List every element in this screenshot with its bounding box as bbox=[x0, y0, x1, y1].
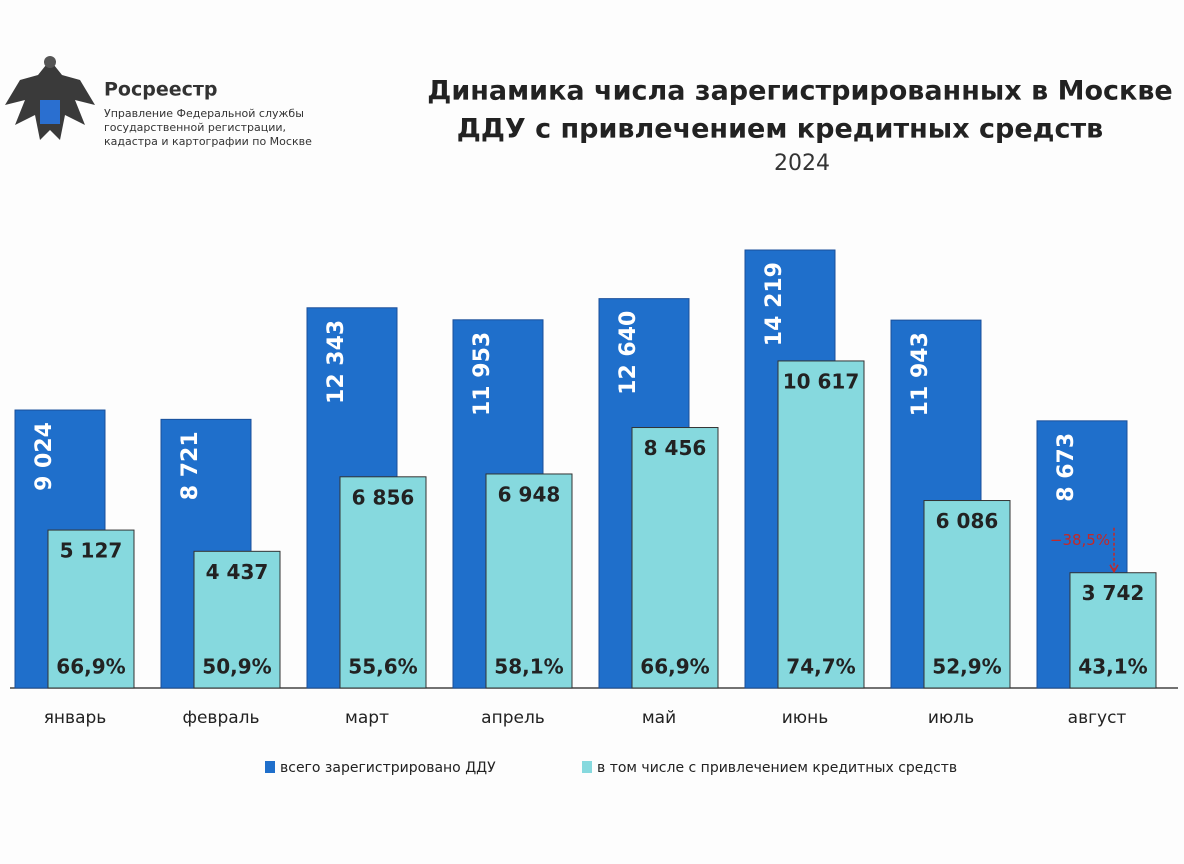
x-tick-label: июль bbox=[928, 708, 974, 728]
value-label: 6 856 bbox=[352, 485, 415, 509]
annotation-arrowhead bbox=[1109, 564, 1119, 574]
value-label: 3 742 bbox=[1082, 581, 1145, 605]
bar bbox=[47, 529, 135, 689]
org-subtitle: Управление Федеральной службы bbox=[104, 107, 304, 120]
x-tick-label: февраль bbox=[182, 708, 259, 728]
share-label: 66,9% bbox=[640, 655, 709, 679]
x-tick-label: август bbox=[1068, 708, 1127, 728]
value-label: 11 953 bbox=[470, 332, 495, 416]
x-tick-label: май bbox=[642, 708, 676, 728]
x-tick-label: январь bbox=[44, 708, 107, 728]
value-label: 8 456 bbox=[644, 436, 707, 460]
share-label: 66,9% bbox=[56, 655, 125, 679]
org-subtitle: государственной регистрации, bbox=[104, 121, 286, 134]
value-label: 8 721 bbox=[178, 431, 203, 500]
bar bbox=[923, 500, 1011, 689]
x-tick-label: апрель bbox=[481, 708, 545, 728]
share-label: 55,6% bbox=[348, 655, 417, 679]
chart-subtitle: 2024 bbox=[774, 151, 830, 176]
x-tick-label: март bbox=[345, 708, 389, 728]
share-label: 74,7% bbox=[786, 655, 855, 679]
legend-swatch bbox=[265, 761, 275, 773]
bar bbox=[1069, 572, 1157, 689]
share-label: 50,9% bbox=[202, 655, 271, 679]
value-label: 14 219 bbox=[762, 262, 787, 346]
logo bbox=[5, 56, 95, 140]
value-label: 4 437 bbox=[206, 560, 269, 584]
value-label: 5 127 bbox=[60, 539, 123, 563]
legend-swatch bbox=[582, 761, 592, 773]
chart-title: ДДУ с привлечением кредитных средств bbox=[457, 114, 1103, 145]
value-label: 12 343 bbox=[324, 320, 349, 404]
legend-label: всего зарегистрировано ДДУ bbox=[280, 760, 496, 776]
share-label: 43,1% bbox=[1078, 655, 1147, 679]
chart-title: Динамика числа зарегистрированных в Моск… bbox=[427, 76, 1172, 107]
value-label: 8 673 bbox=[1054, 433, 1079, 502]
value-label: 6 948 bbox=[498, 482, 561, 506]
share-label: 52,9% bbox=[932, 655, 1001, 679]
annotation: −38,5% bbox=[1050, 531, 1110, 549]
org-name: Росреестр bbox=[104, 79, 218, 101]
bar bbox=[631, 427, 719, 689]
org-subtitle: кадастра и картографии по Москве bbox=[104, 135, 312, 148]
value-label: 11 943 bbox=[908, 332, 933, 416]
value-label: 6 086 bbox=[936, 509, 999, 533]
bar bbox=[485, 473, 573, 689]
bar bbox=[777, 360, 865, 689]
value-label: 10 617 bbox=[783, 369, 860, 393]
x-tick-label: июнь bbox=[782, 708, 829, 728]
bar bbox=[339, 476, 427, 689]
share-label: 58,1% bbox=[494, 655, 563, 679]
bar bbox=[193, 550, 281, 689]
value-label: 9 024 bbox=[32, 422, 57, 491]
value-label: 12 640 bbox=[616, 311, 641, 395]
legend-label: в том числе с привлечением кредитных сре… bbox=[597, 760, 957, 776]
